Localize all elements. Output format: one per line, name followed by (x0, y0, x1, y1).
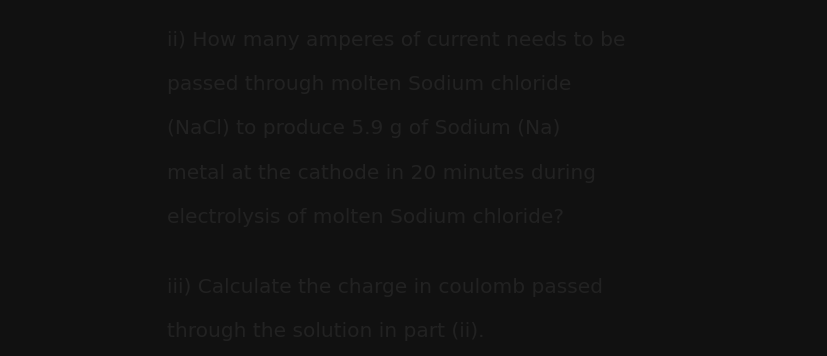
Text: passed through molten Sodium chloride: passed through molten Sodium chloride (167, 75, 571, 94)
Text: metal at the cathode in 20 minutes during: metal at the cathode in 20 minutes durin… (167, 164, 595, 183)
Text: through the solution in part (ii).: through the solution in part (ii). (167, 322, 484, 341)
Text: electrolysis of molten Sodium chloride?: electrolysis of molten Sodium chloride? (167, 208, 563, 227)
Text: ii) How many amperes of current needs to be: ii) How many amperes of current needs to… (167, 31, 624, 49)
Text: (NaCl) to produce 5.9 g of Sodium (Na): (NaCl) to produce 5.9 g of Sodium (Na) (167, 120, 560, 138)
Text: iii) Calculate the charge in coulomb passed: iii) Calculate the charge in coulomb pas… (167, 278, 602, 297)
